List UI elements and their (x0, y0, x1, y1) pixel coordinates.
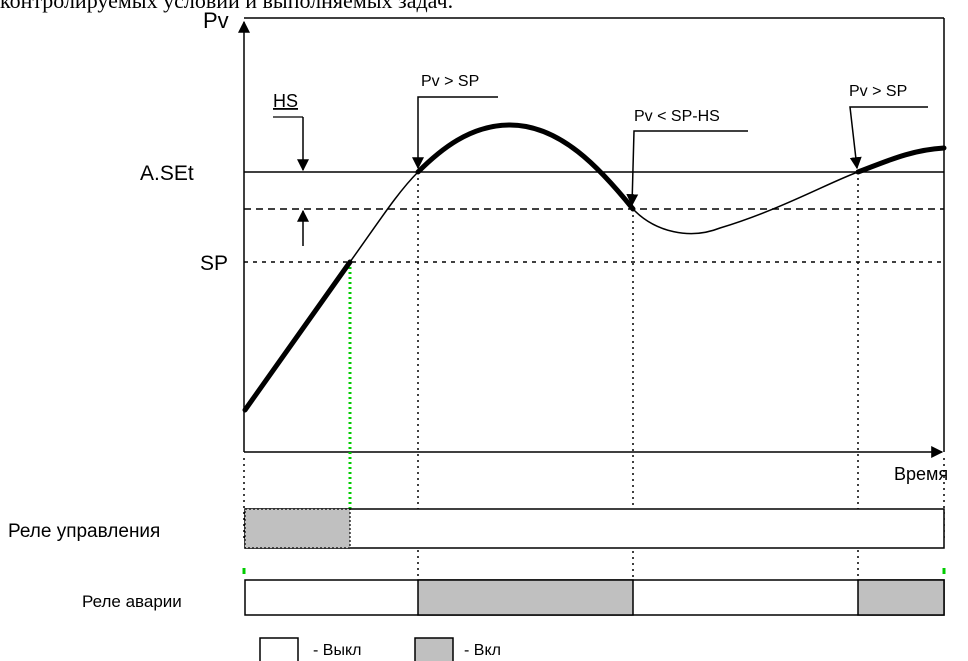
control-relay-on-segment (244, 508, 351, 549)
alarm-relay-label: Реле аварии (82, 592, 182, 611)
legend-on-label: - Вкл (464, 642, 501, 659)
annotation-drop-below: Pv < SP-HS (634, 108, 720, 125)
legend-off-label: - Выкл (313, 642, 361, 659)
control-relay-label: Реле управления (8, 521, 160, 542)
y-axis-label: Pv (203, 8, 229, 33)
pv-curve-recovery (855, 145, 947, 175)
hs-label: HS (273, 91, 298, 111)
pv-curve-rise (242, 259, 353, 413)
annotation-second-cross: Pv > SP (849, 83, 907, 100)
alarm-relay-on-segment-2 (857, 579, 945, 616)
legend-on-swatch (414, 637, 454, 661)
pv-curve-overshoot (415, 122, 636, 212)
annotation-first-cross-leader (412, 96, 498, 170)
header-text: контролируемых условий и выполняемых зад… (0, 0, 453, 13)
x-axis-label: Время (894, 464, 948, 484)
control-relay-track (244, 508, 945, 549)
aset-label: A.SEt (140, 162, 194, 185)
annotation-first-cross: Pv > SP (421, 73, 479, 90)
sp-label: SP (200, 252, 228, 275)
annotation-second-cross-leader (849, 106, 928, 170)
legend-off-swatch (259, 637, 299, 661)
annotation-drop-below-leader (626, 130, 748, 207)
alarm-relay-on-segment-1 (417, 579, 634, 616)
